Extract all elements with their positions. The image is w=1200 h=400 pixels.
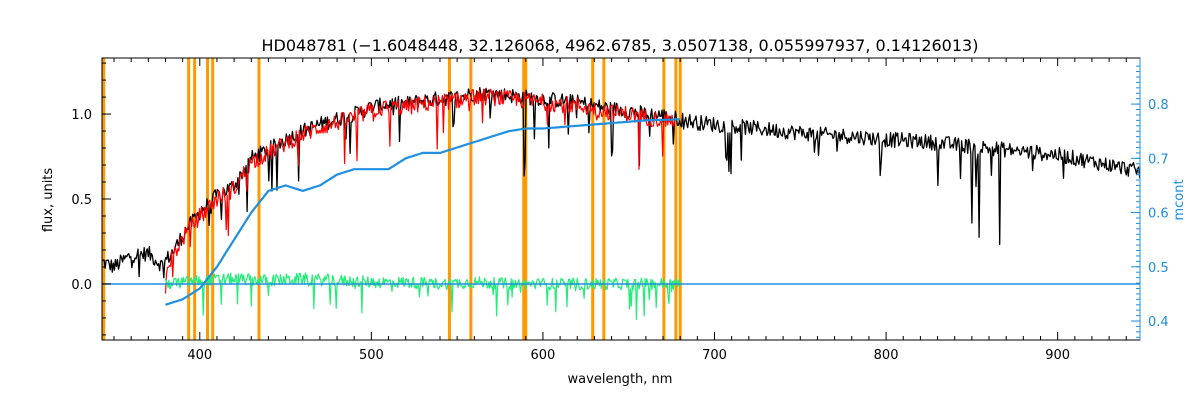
y-tick-label-2: 1.0 bbox=[71, 108, 92, 123]
y-right-tick-label-3: 0.7 bbox=[1148, 152, 1169, 167]
x-tick-label-4: 800 bbox=[874, 348, 899, 363]
y-axis-title: flux, units bbox=[41, 168, 56, 233]
y-tick-label-0: 0.0 bbox=[71, 278, 92, 293]
chart-title: HD048781 (−1.6048448, 32.126068, 4962.67… bbox=[262, 36, 979, 55]
right-y-axis-title: mcont bbox=[1172, 179, 1187, 220]
x-tick-label-0: 400 bbox=[187, 348, 212, 363]
y-right-tick-label-0: 0.4 bbox=[1148, 315, 1169, 330]
series-layer bbox=[101, 86, 1141, 321]
series-model bbox=[164, 88, 677, 294]
series-continuum bbox=[165, 118, 681, 306]
axes-layer: 400 500 600 700 800 900 0.0 0.5 1.0 0.4 0.5 0.6 0.7 0… bbox=[71, 58, 1169, 363]
x-tick-label-3: 700 bbox=[702, 348, 727, 363]
series-residual bbox=[164, 272, 681, 321]
y-right-tick-label-1: 0.5 bbox=[1148, 261, 1169, 276]
y-right-tick-label-2: 0.6 bbox=[1148, 207, 1169, 222]
series-observed bbox=[101, 86, 1141, 279]
x-tick-label-1: 500 bbox=[359, 348, 384, 363]
x-tick-label-2: 600 bbox=[531, 348, 556, 363]
x-axis-title: wavelength, nm bbox=[568, 372, 673, 387]
y-tick-label-1: 0.5 bbox=[71, 193, 92, 208]
y-right-tick-label-4: 0.8 bbox=[1148, 98, 1169, 113]
x-tick-label-5: 900 bbox=[1045, 348, 1070, 363]
